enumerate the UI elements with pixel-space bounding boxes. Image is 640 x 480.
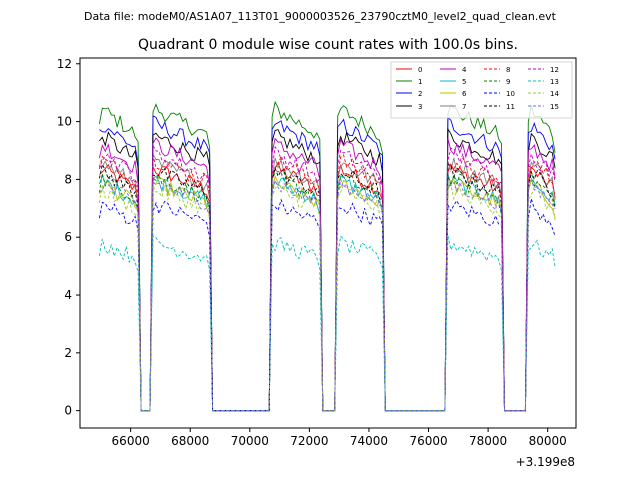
y-axis: 0 2 4 6 8 10 12 xyxy=(57,57,80,418)
legend-label-12: 12 xyxy=(550,66,559,74)
series-line-13 xyxy=(98,234,556,412)
x-tick-label: 72000 xyxy=(290,434,328,448)
y-tick-label: 2 xyxy=(64,346,72,360)
legend-label-3: 3 xyxy=(418,103,422,111)
x-tick-label: 80000 xyxy=(529,434,567,448)
legend-label-8: 8 xyxy=(506,66,510,74)
legend-label-1: 1 xyxy=(418,78,422,86)
series-line-9 xyxy=(98,170,556,412)
x-tick-label: 70000 xyxy=(231,434,269,448)
legend-label-7: 7 xyxy=(462,103,466,111)
series-line-12 xyxy=(98,144,556,412)
x-tick-label: 66000 xyxy=(112,434,150,448)
series-line-1 xyxy=(98,100,556,412)
x-offset-label: +3.199e8 xyxy=(516,455,575,469)
legend-label-14: 14 xyxy=(550,90,559,98)
legend-label-2: 2 xyxy=(418,90,422,98)
legend-label-11: 11 xyxy=(506,103,515,111)
y-tick-label: 4 xyxy=(64,288,72,302)
legend-label-0: 0 xyxy=(418,66,422,74)
series-line-10 xyxy=(98,198,556,412)
series-line-11 xyxy=(98,163,556,412)
y-tick-label: 8 xyxy=(64,172,72,186)
x-tick-label: 78000 xyxy=(469,434,507,448)
series-line-5 xyxy=(98,173,556,412)
legend-label-15: 15 xyxy=(550,103,559,111)
y-tick-label: 0 xyxy=(64,404,72,418)
legend-label-4: 4 xyxy=(462,66,467,74)
legend-label-6: 6 xyxy=(462,90,467,98)
legend-label-5: 5 xyxy=(462,78,466,86)
y-tick-label: 10 xyxy=(57,115,72,129)
y-tick-label: 12 xyxy=(57,57,72,71)
series-line-6 xyxy=(99,174,556,412)
series-layer xyxy=(98,100,556,412)
legend-label-10: 10 xyxy=(506,90,515,98)
x-axis: 66000 68000 70000 72000 74000 76000 78000 80000 xyxy=(112,428,567,448)
legend-label-13: 13 xyxy=(550,78,559,86)
data-file-label: Data file: modeM0/AS1A07_113T01_90000035… xyxy=(84,10,557,23)
y-tick-label: 6 xyxy=(64,230,72,244)
x-tick-label: 74000 xyxy=(350,434,388,448)
series-line-15 xyxy=(99,177,556,412)
x-tick-label: 76000 xyxy=(409,434,447,448)
chart-title: Quadrant 0 module wise count rates with … xyxy=(138,37,518,53)
x-tick-label: 68000 xyxy=(171,434,209,448)
legend-label-9: 9 xyxy=(506,78,510,86)
legend-box xyxy=(390,61,573,119)
plot-frame xyxy=(79,57,577,429)
series-line-14 xyxy=(98,183,556,412)
